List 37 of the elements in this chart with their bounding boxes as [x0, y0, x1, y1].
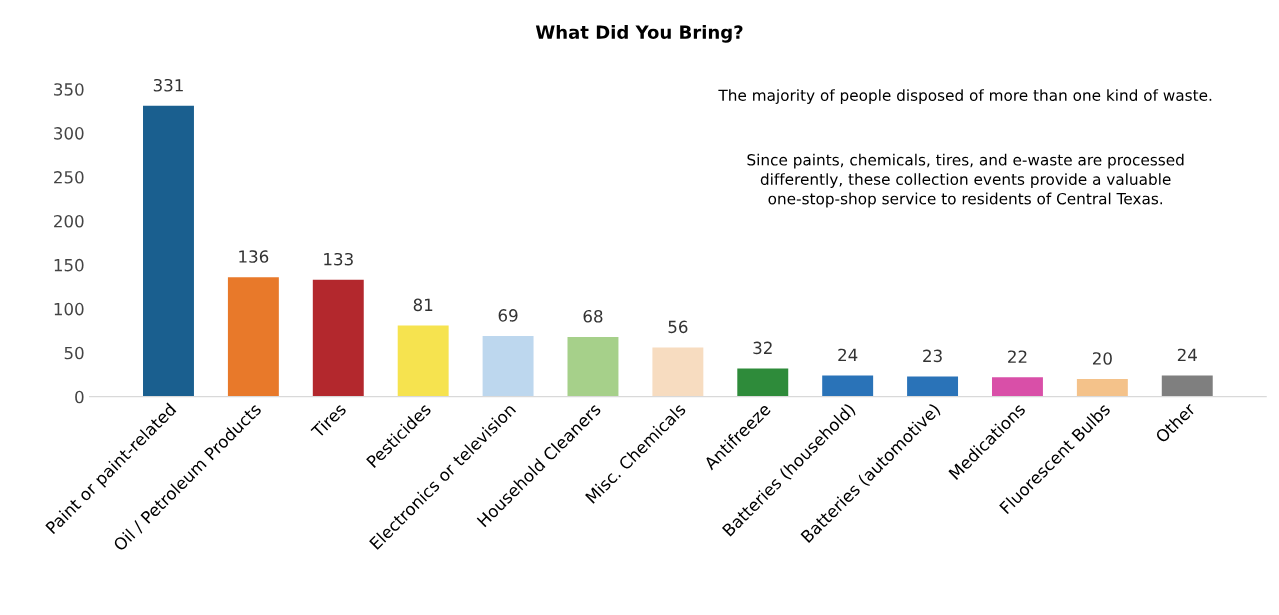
y-tick-label: 350: [54, 83, 84, 96]
data-label: 56: [668, 320, 688, 334]
y-tick-label: 100: [54, 302, 84, 316]
data-label: 20: [1092, 352, 1112, 365]
annotation: The majority of people disposed of more than one kind of waste.: [718, 89, 1212, 104]
bar: [652, 347, 704, 397]
bar: [567, 336, 619, 397]
chart-title: What Did You Bring?: [535, 25, 743, 43]
data-label: 69: [498, 309, 518, 322]
bar: [227, 277, 279, 397]
data-label: 23: [923, 349, 942, 363]
data-label: 331: [153, 78, 183, 92]
bar: [1076, 379, 1128, 397]
bar: [397, 325, 449, 397]
data-label: 136: [239, 250, 269, 263]
data-label: 32: [753, 341, 772, 355]
y-tick-label: 50: [64, 346, 84, 360]
bar: [991, 377, 1043, 397]
data-label: 24: [838, 348, 858, 362]
data-label: 22: [1008, 350, 1027, 363]
y-tick-label: 250: [54, 170, 84, 184]
data-label: 133: [324, 252, 353, 266]
bar: [482, 336, 534, 397]
bar: [143, 105, 194, 397]
bar: [312, 279, 364, 397]
y-tick-label: 200: [54, 214, 84, 228]
y-tick-label: 0: [75, 390, 84, 404]
data-label: 81: [413, 298, 433, 312]
annotation: Since paints, chemicals, tires, and e-waste are processed differently, these collection events provide a valuable one-stop-shop service to residents of Central Texas.: [747, 153, 1184, 208]
bar: [907, 376, 959, 397]
data-label: 68: [583, 309, 603, 323]
bar: [1161, 375, 1213, 397]
y-tick-label: 300: [54, 127, 84, 140]
data-label: 24: [1177, 348, 1197, 362]
y-tick-label: 150: [54, 258, 84, 272]
bar: [822, 375, 874, 397]
bar: [737, 368, 789, 397]
